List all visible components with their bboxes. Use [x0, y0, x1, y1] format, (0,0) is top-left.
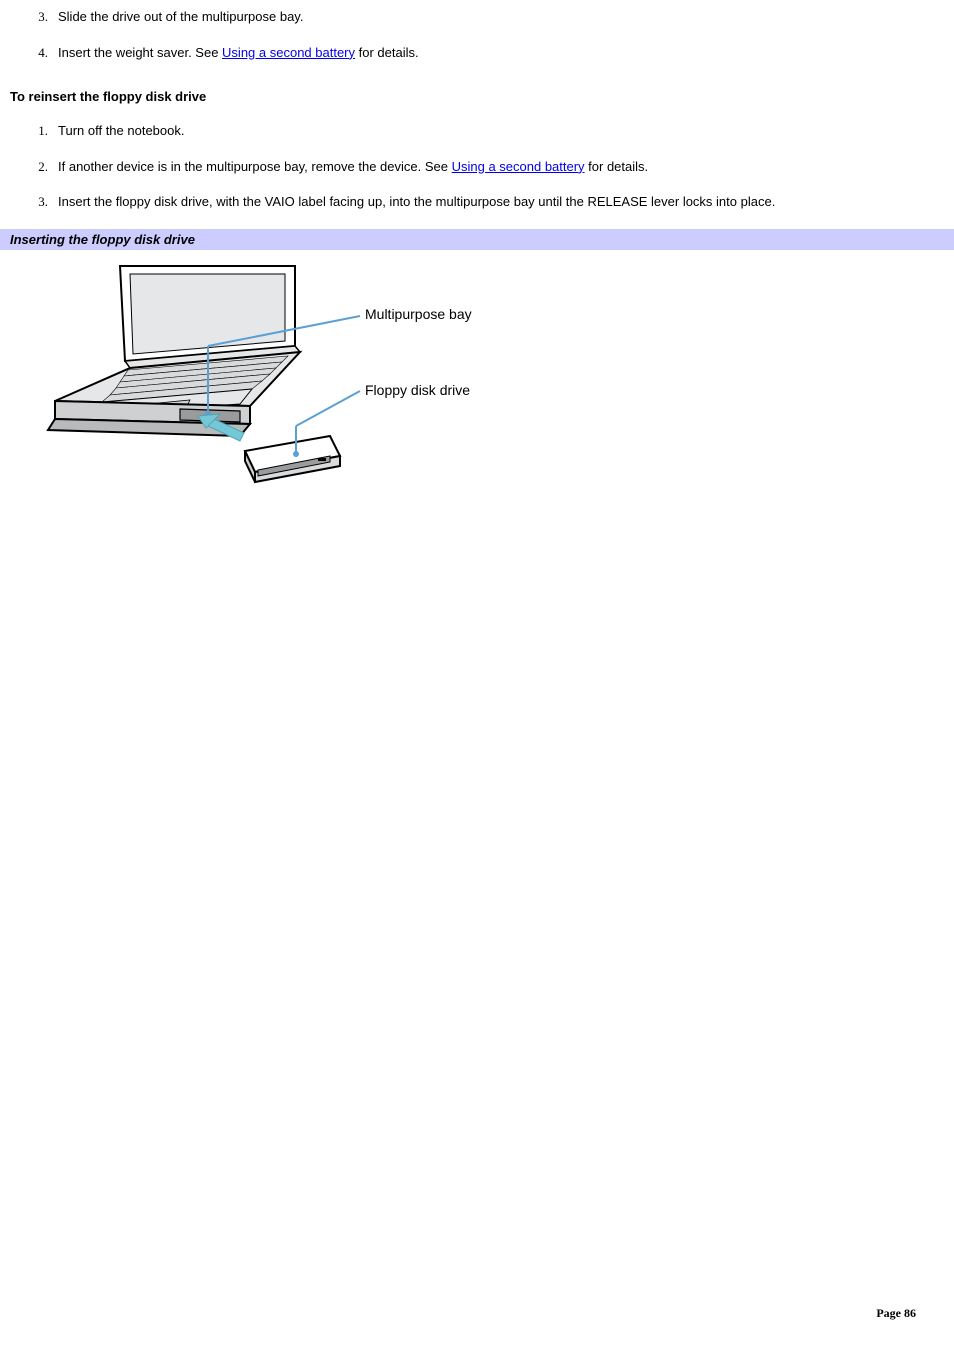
- second-battery-link[interactable]: Using a second battery: [452, 159, 585, 174]
- reinsert-ordered-list: 1. Turn off the notebook. 2. If another …: [36, 122, 946, 211]
- figure-caption: Inserting the floppy disk drive: [0, 229, 954, 250]
- list-number: 1.: [36, 122, 58, 140]
- page-number: Page 86: [876, 1306, 916, 1321]
- top-ordered-list: 3. Slide the drive out of the multipurpo…: [36, 8, 946, 61]
- list-item: 2. If another device is in the multipurp…: [36, 158, 946, 176]
- list-item: 1. Turn off the notebook.: [36, 122, 946, 140]
- list-text: Turn off the notebook.: [58, 122, 946, 140]
- figure-label-bay: Multipurpose bay: [365, 306, 472, 322]
- list-item: 4. Insert the weight saver. See Using a …: [36, 44, 946, 62]
- list-item: 3. Slide the drive out of the multipurpo…: [36, 8, 946, 26]
- list-number: 3.: [36, 193, 58, 211]
- second-battery-link[interactable]: Using a second battery: [222, 45, 355, 60]
- list-text-suffix: for details.: [585, 159, 649, 174]
- section-heading: To reinsert the floppy disk drive: [10, 89, 946, 104]
- list-number: 4.: [36, 44, 58, 62]
- list-text: If another device is in the multipurpose…: [58, 158, 946, 176]
- list-text: Insert the weight saver. See Using a sec…: [58, 44, 946, 62]
- list-text: Slide the drive out of the multipurpose …: [58, 8, 946, 26]
- list-number: 2.: [36, 158, 58, 176]
- list-item: 3. Insert the floppy disk drive, with th…: [36, 193, 946, 211]
- list-text-prefix: If another device is in the multipurpose…: [58, 159, 452, 174]
- laptop-floppy-illustration: [30, 256, 510, 486]
- list-number: 3.: [36, 8, 58, 26]
- list-text-prefix: Insert the weight saver. See: [58, 45, 222, 60]
- list-text-suffix: for details.: [355, 45, 419, 60]
- floppy-drive-figure: Multipurpose bay Floppy disk drive: [30, 256, 510, 486]
- figure-label-drive: Floppy disk drive: [365, 382, 470, 398]
- list-text: Insert the floppy disk drive, with the V…: [58, 193, 946, 211]
